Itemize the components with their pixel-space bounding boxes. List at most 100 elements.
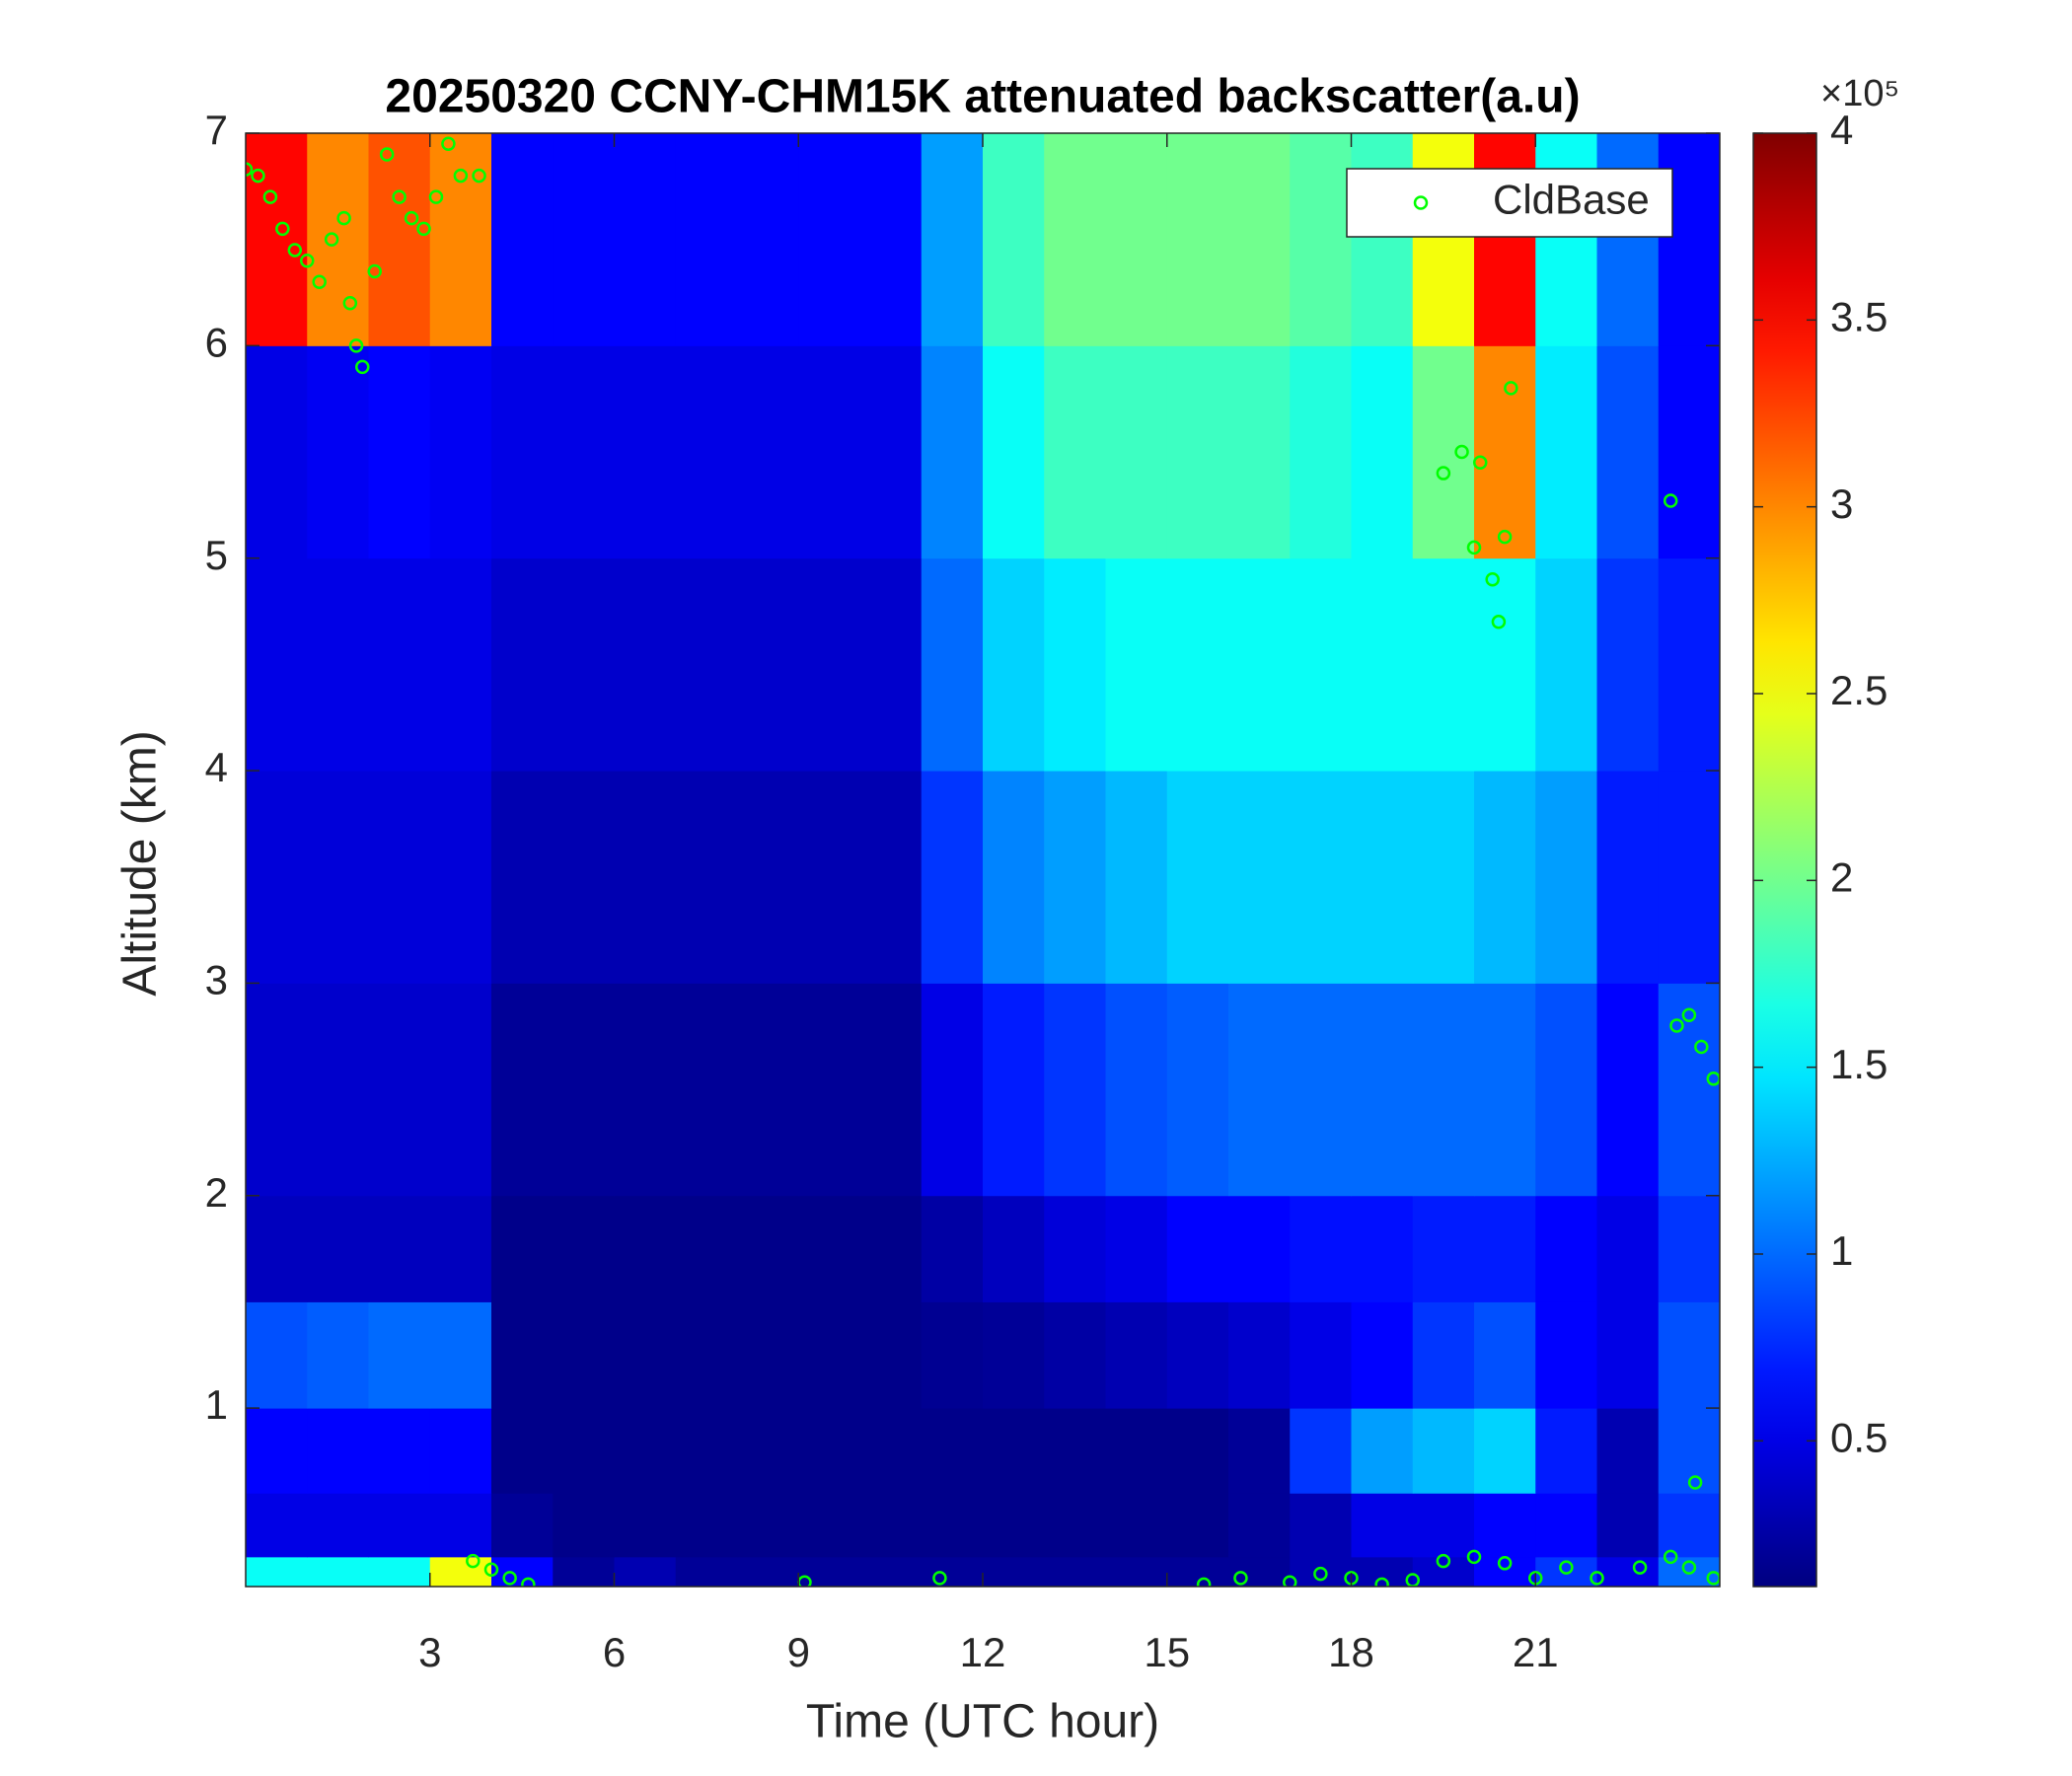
heat-cell bbox=[1412, 1195, 1475, 1302]
legend-marker bbox=[1413, 195, 1429, 210]
x-tick-label: 15 bbox=[1144, 1629, 1190, 1675]
cloud-base-point bbox=[348, 338, 364, 353]
heat-cell bbox=[1351, 1301, 1414, 1409]
heat-cell bbox=[1412, 345, 1475, 559]
heat-cell bbox=[1596, 1301, 1660, 1409]
heat-cell bbox=[798, 1195, 860, 1302]
chart-title: 20250320 CCNY-CHM15K attenuated backscat… bbox=[385, 71, 1580, 123]
heat-cell bbox=[1228, 1301, 1291, 1409]
cloud-base-point bbox=[312, 274, 327, 289]
x-tick-label: 18 bbox=[1328, 1629, 1374, 1675]
cloud-base-point bbox=[1669, 1018, 1684, 1033]
y-axis-label: Altitude (km) bbox=[114, 730, 167, 996]
heat-cell bbox=[1228, 345, 1291, 559]
cloud-base-point bbox=[1681, 1007, 1697, 1022]
heat-cell bbox=[1166, 1301, 1229, 1409]
heat-cell bbox=[1044, 1408, 1106, 1494]
heat-cell bbox=[1658, 983, 1720, 1197]
heat-cell bbox=[307, 983, 369, 1197]
heat-cell bbox=[368, 1301, 431, 1409]
cloud-base-point bbox=[342, 296, 358, 311]
heat-cell bbox=[1535, 1301, 1597, 1409]
heat-cell bbox=[307, 1301, 369, 1409]
heat-cell bbox=[614, 1556, 677, 1587]
cloud-base-point bbox=[453, 168, 469, 184]
heat-cell bbox=[1474, 1493, 1536, 1558]
heat-cell bbox=[246, 1408, 308, 1494]
heat-cell bbox=[368, 1195, 431, 1302]
heat-cell bbox=[1105, 983, 1168, 1197]
heat-cell bbox=[1535, 771, 1597, 984]
heat-cell bbox=[1290, 983, 1352, 1197]
cloud-base-point bbox=[1590, 1571, 1604, 1586]
heat-cell bbox=[429, 1301, 492, 1409]
heat-cell bbox=[1228, 557, 1291, 772]
scatter-layer bbox=[246, 136, 1720, 1587]
heat-cell bbox=[1412, 1408, 1475, 1494]
heat-cell bbox=[307, 1408, 369, 1494]
cloud-base-point bbox=[1681, 1560, 1697, 1575]
cloud-base-point bbox=[1454, 444, 1469, 460]
colorbar-tick-label: 1 bbox=[1830, 1227, 1853, 1274]
heat-cell bbox=[1044, 345, 1106, 559]
heat-cell bbox=[983, 983, 1045, 1197]
cloud-base-point bbox=[416, 221, 431, 237]
heat-cell bbox=[1290, 1301, 1352, 1409]
cloud-base-point bbox=[1632, 1560, 1648, 1575]
cloud-base-point bbox=[441, 136, 456, 152]
heat-cell bbox=[798, 345, 860, 559]
cloud-base-point bbox=[1313, 1566, 1328, 1582]
cloud-base-point bbox=[1466, 1549, 1482, 1565]
cloud-base-point bbox=[287, 243, 303, 258]
heat-cell bbox=[675, 771, 738, 984]
cloud-base-point bbox=[1663, 1549, 1678, 1565]
heat-cell bbox=[246, 1493, 308, 1558]
heat-cell bbox=[1658, 771, 1720, 984]
heat-cell bbox=[1290, 557, 1352, 772]
heat-cell bbox=[921, 983, 984, 1197]
cloud-base-point bbox=[466, 1553, 481, 1569]
heat-cell bbox=[859, 1408, 923, 1494]
cloud-base-point bbox=[1485, 571, 1500, 587]
heat-cell bbox=[368, 771, 431, 984]
cloud-base-point bbox=[367, 263, 382, 279]
heat-cell bbox=[1228, 771, 1291, 984]
heat-cell bbox=[1290, 771, 1352, 984]
heat-cell bbox=[1166, 983, 1229, 1197]
heat-cell bbox=[983, 1556, 1045, 1587]
heat-cell bbox=[798, 1493, 860, 1558]
cloud-base-point bbox=[379, 147, 395, 162]
heat-cell bbox=[553, 771, 615, 984]
heat-cell bbox=[1596, 983, 1660, 1197]
legend-box bbox=[1346, 168, 1673, 238]
heat-cell bbox=[1290, 1408, 1352, 1494]
heat-cell bbox=[859, 557, 923, 772]
cloud-base-point bbox=[300, 253, 315, 268]
heat-cell bbox=[368, 557, 431, 772]
heat-cell bbox=[798, 1556, 860, 1587]
heat-cell bbox=[921, 1408, 984, 1494]
heat-cell bbox=[737, 1195, 799, 1302]
heat-cell bbox=[1596, 771, 1660, 984]
heat-cell bbox=[491, 771, 554, 984]
cloud-base-point bbox=[1374, 1577, 1389, 1587]
heat-cell bbox=[614, 345, 677, 559]
x-tick-label: 12 bbox=[960, 1629, 1006, 1675]
cloud-base-point bbox=[502, 1571, 517, 1586]
heat-cell bbox=[798, 1408, 860, 1494]
heat-cell bbox=[1412, 133, 1475, 346]
heat-cell bbox=[1105, 771, 1168, 984]
colorbar-tick-label: 2.5 bbox=[1830, 667, 1887, 713]
heat-cell bbox=[675, 983, 738, 1197]
heat-cell bbox=[859, 1556, 923, 1587]
heat-cell bbox=[429, 1556, 492, 1587]
cloud-base-point bbox=[1283, 1575, 1297, 1587]
heat-cell bbox=[553, 1301, 615, 1409]
cloud-base-point bbox=[521, 1577, 536, 1587]
heat-cell bbox=[1535, 133, 1597, 346]
y-tick-label: 4 bbox=[205, 744, 228, 790]
heat-cell bbox=[859, 1195, 923, 1302]
colorbar-exponent: ×10⁵ bbox=[1820, 73, 1899, 114]
heat-cell bbox=[798, 1301, 860, 1409]
